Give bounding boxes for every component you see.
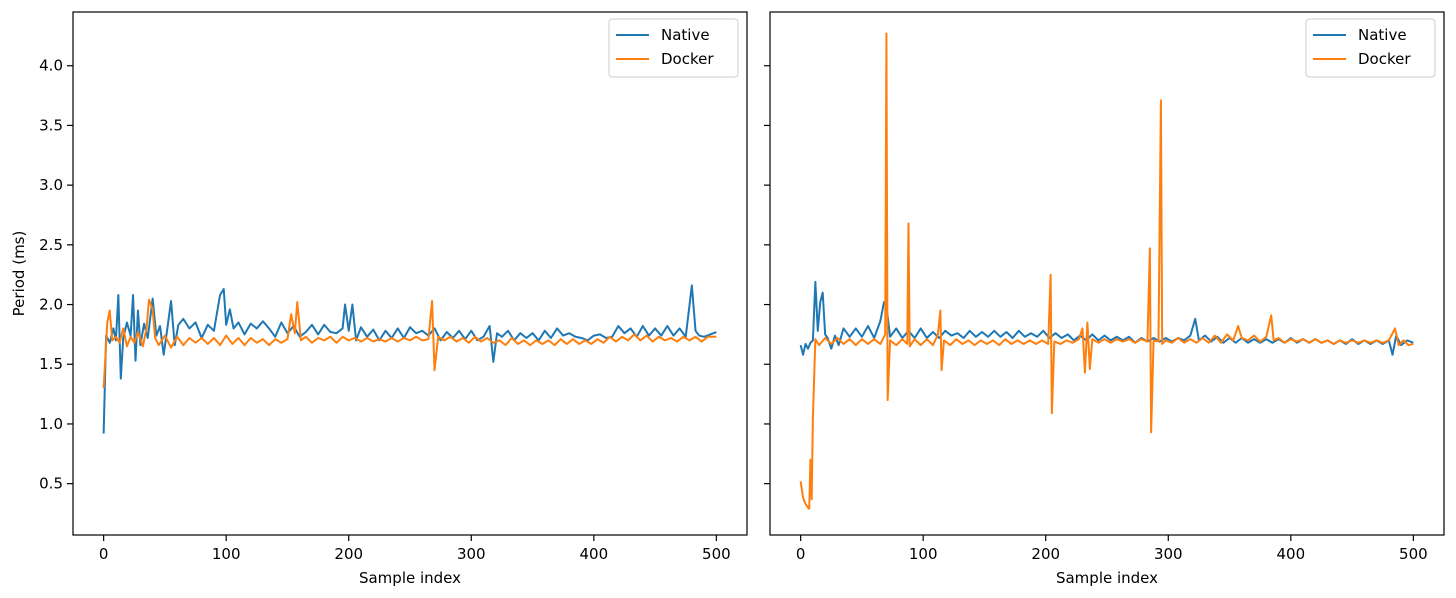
- x-tick-label: 400: [579, 545, 608, 563]
- x-tick-label: 300: [457, 545, 486, 563]
- series-line-docker: [102, 298, 717, 389]
- left-panel: 0 100 200 300 400 500 0.5 1.0 1.5 2.0 2.5 3.0 3.5 4.0…: [10, 11, 748, 587]
- y-tick-label: 3.5: [39, 116, 63, 134]
- series-line-native: [102, 284, 717, 434]
- y-tick-label: 4.0: [39, 57, 63, 75]
- legend-label-docker: Docker: [661, 50, 714, 68]
- y-tick-label: 1.5: [39, 355, 63, 373]
- x-tick-label: 0: [99, 545, 109, 563]
- x-tick-label: 100: [212, 545, 241, 563]
- legend-box: [608, 18, 739, 78]
- x-axis-label: Sample index: [359, 569, 461, 587]
- axes-frame: [769, 11, 1445, 536]
- right-panel: 0 100 200 300 400 500 Sample index Native Docker: [764, 11, 1445, 587]
- legend: Native Docker: [608, 18, 739, 78]
- axes-frame: [72, 11, 748, 536]
- series-line-native: [799, 280, 1414, 356]
- x-tick-label: 300: [1154, 545, 1183, 563]
- y-tick-label: 1.0: [39, 415, 63, 433]
- y-axis-label: Period (ms): [10, 231, 28, 317]
- x-tick-label: 100: [909, 545, 938, 563]
- legend-label-docker: Docker: [1358, 50, 1411, 68]
- x-tick-label: 400: [1276, 545, 1305, 563]
- series-line-docker: [799, 32, 1414, 510]
- x-tick-label: 500: [1399, 545, 1428, 563]
- legend-box: [1305, 18, 1436, 78]
- x-tick-label: 0: [796, 545, 806, 563]
- legend-label-native: Native: [1358, 26, 1407, 44]
- x-tick-label: 200: [1031, 545, 1060, 563]
- legend: Native Docker: [1305, 18, 1436, 78]
- y-tick-label: 3.0: [39, 176, 63, 194]
- y-tick-label: 2.0: [39, 296, 63, 314]
- x-tick-label: 200: [334, 545, 363, 563]
- y-tick-label: 2.5: [39, 236, 63, 254]
- x-tick-label: 500: [702, 545, 731, 563]
- x-axis-label: Sample index: [1056, 569, 1158, 587]
- legend-label-native: Native: [661, 26, 710, 44]
- y-tick-label: 0.5: [39, 475, 63, 493]
